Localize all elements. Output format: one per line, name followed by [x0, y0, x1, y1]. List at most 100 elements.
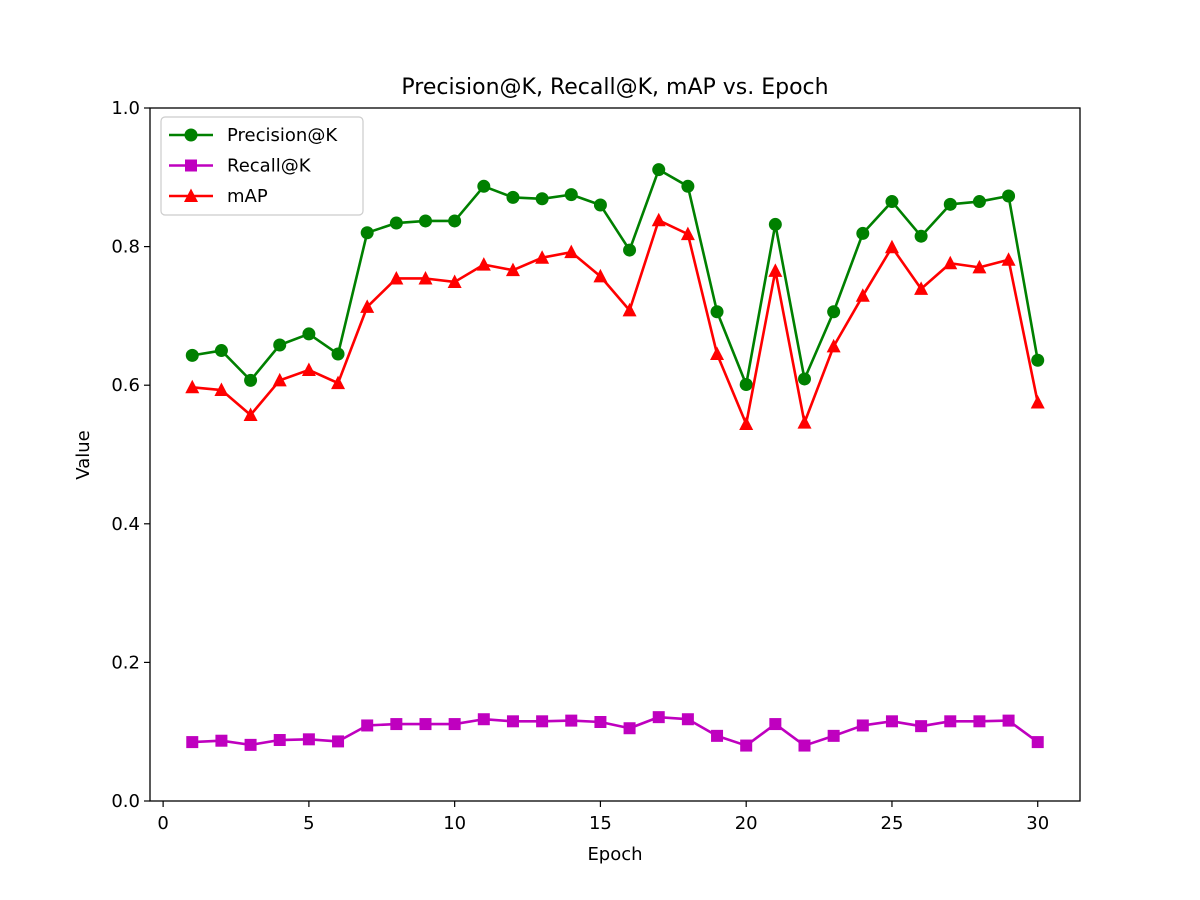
data-point: [302, 327, 316, 341]
series-line: [192, 218, 1040, 426]
data-point: [710, 305, 724, 319]
data-point: [1002, 189, 1016, 203]
data-point: [244, 373, 258, 387]
legend-label: Precision@K: [227, 125, 338, 146]
data-point: [447, 274, 462, 288]
plot-frame: [149, 107, 1081, 802]
data-point: [739, 378, 753, 392]
data-point: [302, 733, 315, 746]
data-point: [389, 270, 404, 285]
data-point: [884, 239, 899, 254]
data-point: [1031, 736, 1044, 749]
plot-area: [185, 163, 1045, 752]
legend-item: Precision@K: [169, 125, 338, 146]
data-point: [622, 302, 637, 317]
data-point: [681, 179, 695, 193]
data-point: [185, 348, 199, 362]
data-point: [477, 179, 491, 193]
data-point: [419, 214, 433, 228]
data-point: [1001, 252, 1016, 266]
x-tick-label: 30: [1026, 813, 1049, 834]
data-point: [564, 188, 578, 202]
y-axis-label: Value: [73, 430, 94, 479]
legend-box: [160, 116, 364, 216]
legend-swatch-marker: [184, 128, 198, 142]
data-point: [301, 362, 316, 376]
data-point: [680, 226, 695, 241]
y-tick-label: 0.0: [111, 791, 140, 812]
chart-title: Precision@K, Recall@K, mAP vs. Epoch: [401, 75, 828, 100]
data-point: [477, 713, 490, 726]
data-point: [272, 372, 287, 387]
data-point: [798, 739, 811, 752]
y-axis: 0.0 0.2 0.4 0.6 0.8 1.0: [111, 98, 150, 812]
data-point: [623, 722, 636, 735]
data-point: [768, 217, 782, 231]
data-point: [564, 244, 579, 259]
legend-label: Recall@K: [227, 156, 312, 177]
data-point: [244, 738, 257, 751]
data-point: [885, 715, 898, 728]
data-point: [652, 711, 665, 724]
data-point: [710, 346, 725, 361]
data-point: [243, 407, 258, 421]
data-point: [593, 198, 607, 212]
data-point: [389, 216, 403, 230]
data-point: [972, 259, 987, 274]
data-point: [448, 718, 461, 731]
data-point: [827, 729, 840, 742]
data-point: [506, 190, 520, 204]
x-tick-label: 25: [881, 813, 904, 834]
data-point: [711, 729, 724, 742]
data-point: [360, 299, 375, 313]
legend: Precision@K Recall@K mAP: [160, 116, 364, 216]
data-point: [506, 715, 519, 728]
data-point: [536, 715, 549, 728]
data-point: [943, 255, 958, 270]
data-point: [448, 214, 462, 228]
data-point: [826, 338, 841, 353]
data-point: [914, 281, 929, 295]
data-point: [885, 195, 899, 209]
data-point: [185, 379, 200, 394]
data-point: [535, 192, 549, 206]
data-point: [944, 715, 957, 728]
data-point: [769, 718, 782, 731]
legend-swatch-marker: [185, 159, 197, 172]
data-point: [681, 713, 694, 726]
series-map: [185, 212, 1045, 431]
data-point: [505, 262, 520, 277]
data-point: [856, 226, 870, 240]
y-tick-label: 0.8: [111, 237, 140, 258]
data-point: [565, 714, 578, 727]
data-point: [1031, 353, 1045, 367]
data-point: [739, 416, 754, 431]
data-point: [856, 719, 869, 732]
legend-item: mAP: [169, 186, 268, 207]
series-precision-k: [185, 163, 1045, 392]
data-point: [593, 268, 608, 283]
data-point: [855, 288, 870, 302]
data-point: [535, 250, 550, 264]
x-tick-label: 15: [589, 813, 612, 834]
data-point: [623, 243, 637, 257]
data-point: [273, 734, 286, 747]
data-point: [797, 372, 811, 386]
data-point: [332, 735, 345, 748]
y-tick-label: 0.2: [111, 652, 140, 673]
data-point: [652, 163, 666, 177]
data-point: [360, 226, 374, 240]
data-point: [915, 720, 928, 733]
y-tick-label: 1.0: [111, 98, 140, 119]
data-point: [797, 415, 812, 429]
data-point: [740, 739, 753, 752]
data-point: [273, 338, 287, 352]
data-point: [1030, 395, 1045, 409]
y-tick-label: 0.6: [111, 375, 140, 396]
data-point: [418, 270, 433, 285]
x-axis-label: Epoch: [587, 844, 642, 865]
data-point: [1002, 714, 1015, 727]
x-axis: 0 5 10 15 20 25 30: [157, 801, 1049, 834]
data-point: [419, 718, 432, 731]
